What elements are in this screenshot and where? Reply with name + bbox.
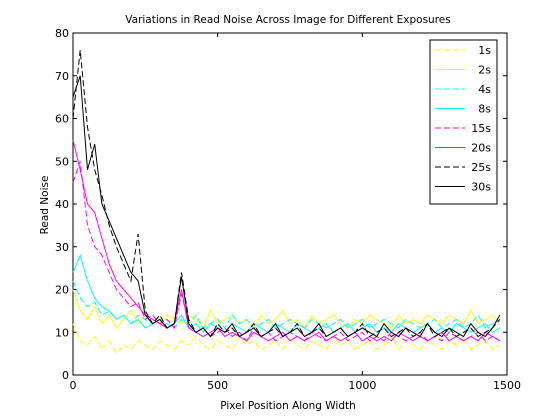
series-line-25s (72, 50, 501, 338)
series-line-1s (72, 323, 501, 355)
series-line-2s (72, 289, 501, 329)
y-axis-label: Read Noise (39, 176, 51, 235)
legend-label-30s: 30s (471, 181, 491, 194)
legend-label-2s: 2s (478, 64, 491, 77)
series-line-20s (72, 139, 501, 342)
legend-label-4s: 4s (478, 83, 491, 96)
legend-label-8s: 8s (478, 103, 491, 116)
legend-label-20s: 20s (471, 142, 491, 155)
legend: 1s 2s 4s 8s 15s 20s 25s 30s (429, 39, 498, 205)
legend-label-25s: 25s (471, 161, 491, 174)
legend-label-15s: 15s (471, 122, 491, 135)
y-tick-label: 50 (55, 155, 69, 168)
series-line-4s (72, 280, 501, 329)
plot-area: 0 500 1000 1500 0 10 20 30 40 50 60 70 80 (55, 27, 521, 392)
x-tick-label: 0 (70, 379, 77, 392)
legend-label-1s: 1s (478, 44, 491, 57)
y-tick-label: 0 (62, 369, 69, 382)
legend-box (429, 39, 498, 205)
y-tick-label: 70 (55, 70, 69, 83)
y-tick-label: 40 (55, 198, 69, 211)
x-tick-label: 1000 (348, 379, 376, 392)
x-axis-label: Pixel Position Along Width (220, 400, 356, 412)
y-tick-label: 20 (55, 284, 69, 297)
series-line-30s (72, 75, 501, 338)
y-tick-label: 10 (55, 326, 69, 339)
x-tick-label: 500 (207, 379, 228, 392)
y-tick-label: 60 (55, 113, 69, 126)
chart-title: Variations in Read Noise Across Image fo… (125, 14, 450, 26)
y-tick-label: 80 (55, 27, 69, 40)
y-tick-label: 30 (55, 241, 69, 254)
x-tick-label: 1500 (493, 379, 521, 392)
